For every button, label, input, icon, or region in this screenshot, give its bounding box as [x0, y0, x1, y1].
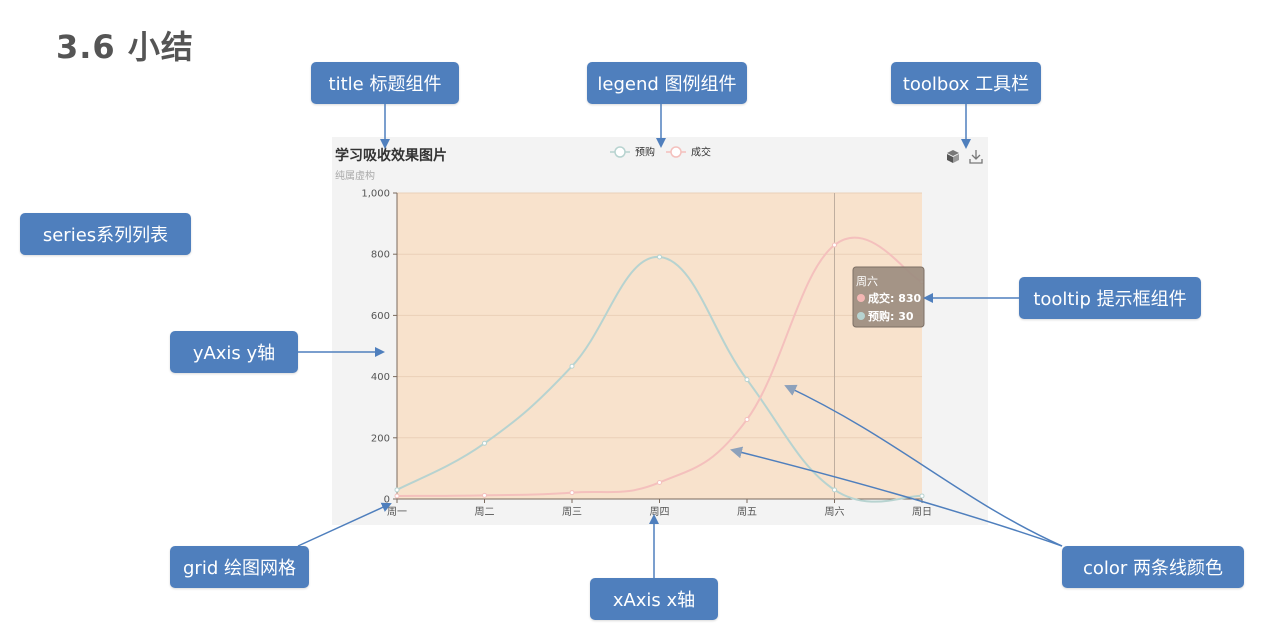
download-icon[interactable]	[969, 150, 983, 164]
data-point[interactable]	[394, 487, 400, 493]
data-point[interactable]	[657, 254, 662, 260]
y-tick-label: 800	[371, 250, 390, 261]
data-point[interactable]	[569, 490, 575, 496]
x-tick-label: 周一	[387, 506, 407, 518]
slide-title: 3.6 小结	[56, 28, 194, 66]
x-tick-label: 周五	[737, 506, 757, 518]
data-point[interactable]	[569, 363, 575, 369]
data-point[interactable]	[919, 493, 925, 499]
grid-callout: grid 绘图网格	[170, 546, 309, 588]
color-arrow-deal	[784, 384, 1063, 547]
color-callout: color 两条线颜色	[1062, 546, 1244, 588]
x-tick-label: 周三	[562, 506, 582, 518]
data-point[interactable]	[744, 377, 750, 383]
y-axis: 0 200 400 600 800 1,000	[361, 189, 398, 506]
chart-subtitle: 纯属虚构	[335, 169, 375, 182]
x-tick-label: 周六	[825, 506, 845, 518]
tooltip-title: 周六	[856, 275, 878, 288]
chart-title: 学习吸收效果图片	[335, 147, 447, 164]
y-tick-label: 0	[384, 495, 390, 506]
y-tick-label: 600	[371, 311, 390, 322]
series-group	[394, 236, 925, 503]
legend-swatch-marker	[670, 146, 682, 158]
data-point[interactable]	[482, 492, 487, 498]
y-tick-label: 200	[371, 433, 390, 444]
data-point[interactable]	[657, 479, 662, 485]
legend-label[interactable]: 预购	[635, 146, 655, 159]
data-point[interactable]	[744, 416, 750, 422]
legend[interactable]: 预购 成交	[610, 146, 711, 159]
toolbox-callout: toolbox 工具栏	[891, 62, 1041, 104]
tooltip-marker-deal	[857, 294, 865, 302]
tooltip-row-deal: 成交: 830	[868, 291, 922, 305]
xaxis-callout: xAxis x轴	[590, 578, 718, 620]
series-callout: series系列列表	[20, 213, 191, 255]
x-tick-label: 周二	[475, 506, 495, 518]
data-point[interactable]	[394, 493, 400, 499]
legend-swatch-marker	[614, 146, 626, 158]
title-callout: title 标题组件	[311, 62, 459, 104]
legend-label[interactable]: 成交	[691, 146, 711, 159]
yaxis-callout: yAxis y轴	[170, 331, 298, 373]
data-point[interactable]	[482, 440, 487, 446]
tooltip-callout: tooltip 提示框组件	[1019, 277, 1201, 319]
legend-callout: legend 图例组件	[587, 62, 747, 104]
tooltip: 周六 成交: 830 预购: 30	[852, 266, 925, 328]
x-tick-label: 周日	[912, 506, 932, 518]
y-tick-label: 400	[371, 372, 390, 383]
tooltip-row-preorder: 预购: 30	[868, 309, 914, 323]
3d-box-icon[interactable]	[947, 150, 959, 163]
data-point[interactable]	[832, 487, 837, 493]
color-arrow-preorder	[730, 446, 1063, 547]
data-point[interactable]	[832, 242, 837, 248]
chart-panel: 0 200 400 600 800 1,000 周一 周二 周三 周四 周五 周六 周日 学习吸收效果…	[332, 137, 988, 525]
tooltip-marker-preorder	[857, 312, 865, 320]
grid-arrow	[297, 502, 392, 547]
y-tick-label: 1,000	[361, 189, 390, 200]
